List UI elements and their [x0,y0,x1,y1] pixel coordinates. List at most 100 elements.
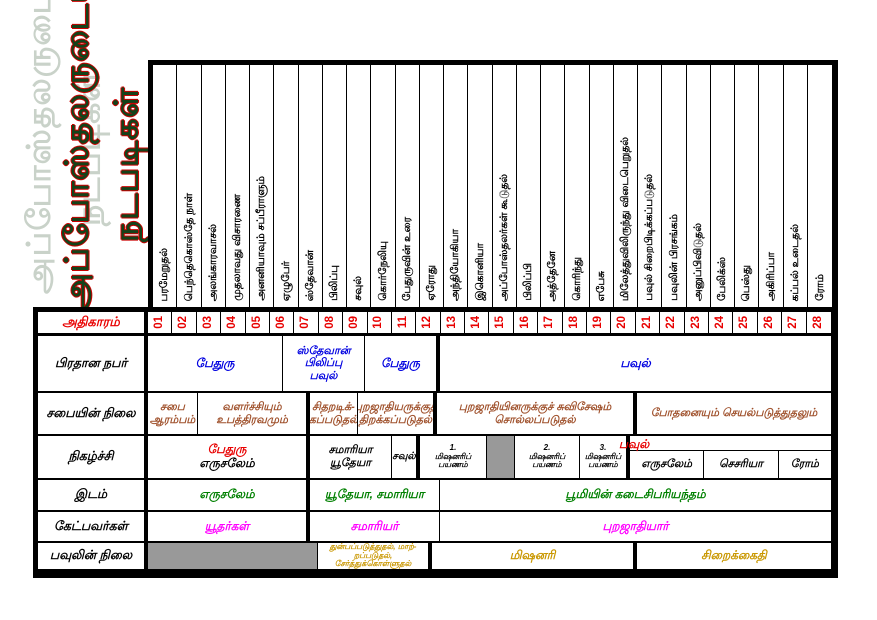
chapter-number: 25 [738,316,751,329]
paul-status-gray-cell [148,543,318,569]
chapter-header-label: ஸ்தேவான் [303,249,316,301]
chapter-header-label: சவுல் [352,276,365,301]
chapter-number-cell: 10 [368,312,392,333]
chapter-number: 03 [201,316,214,329]
chapter-number-cell: 13 [441,312,466,333]
row-label-church-state: சபையின் நிலை [38,393,148,434]
chapter-header-cell: அத்தேனே [541,65,566,307]
event-paul-section: எருசலேம் செசரியா ரோம் [630,436,831,478]
row-church-state: சபையின் நிலை சபை ஆரம்பம் வளர்ச்சியும் உப… [38,393,831,436]
chapter-number: 26 [762,316,775,329]
chapter-header-cell: சவுல் [347,65,372,307]
chapter-number: 15 [494,316,507,329]
chapter-header-box: பரமேறுதல் பெந்தெகொஸ்தே நாள் அலங்காரவாசல்… [148,60,838,307]
chapter-header-label: ரோம் [813,274,826,301]
chapter-header-label: பவுலின் பிரசங்கம் [667,214,680,301]
chapter-number: 11 [396,316,409,329]
chapter-header-cell: பெஸ்து [735,65,760,307]
main-person-paul: பவுல் [620,355,651,370]
main-person-peter-2: பேதுரு [365,336,440,391]
chapter-header-label: மிலேத்துவிலிருந்து விடைபெறுதல் [619,136,632,301]
chapter-header-label: கப்பல் உடைதல் [788,223,801,301]
chapter-number-cell: 19 [587,312,612,333]
chapter-number: 28 [812,316,825,329]
chapter-number-cell: 09 [343,312,368,333]
chapter-header-label: அனுப்பிவிடுதல் [691,222,704,301]
event-place-jerusalem: எருசலேம் [199,456,255,470]
chapter-header-label: ஏழுபேர் [279,260,292,301]
event-missionary-trip-1: 1. மிஷனரிப் பயணம் [420,436,487,478]
chapter-header-grid: பரமேறுதல் பெந்தெகொஸ்தே நாள் அலங்காரவாசல்… [153,65,832,307]
chapter-header-cell: ஸ்தேவான் [299,65,323,307]
event-missionary-trip-3: 3. மிஷனரிப் பயணம் [580,436,630,478]
chapter-number: 04 [226,316,239,329]
chapter-number-cell: 14 [465,312,490,333]
chapter-number-cell: 07 [294,312,319,333]
row-paul-status: பவுலின் நிலை துன்பப்படுத்துதல், மாற்- றப… [38,543,831,569]
chapter-header-cell: எபேசு [590,65,614,307]
row-event: நிகழ்ச்சி பேதுரு எருசலேம் சமாரியா யூதேயா… [38,436,831,480]
chapter-number: 08 [323,316,336,329]
place-ends-of-earth: பூமியின் கடைசிபரியந்தம் [565,487,706,502]
chapter-number: 24 [713,316,726,329]
chapter-header-label: அந்தியோகியா [449,228,462,301]
hearers-jews: யூதர்கள் [148,512,310,541]
chapter-header-label: பெஸ்து [740,264,753,301]
chapter-number: 06 [274,316,287,329]
chapter-number: 16 [518,316,531,329]
row-label-event: நிகழ்ச்சி [38,436,148,478]
chapter-header-label: பிலிப்பு [328,265,341,301]
event-saul: சவுல் [392,436,420,478]
chapter-header-cell: அனனியாவும் சப்பீராளும் [250,65,275,307]
row-hearers: கேட்பவர்கள் யூதர்கள் சமாரியர் புறஜாதியார… [38,512,831,543]
chapter-header-label: கொரிந்து [570,257,583,301]
chapter-number: 13 [445,316,458,329]
row-label-paul-status: பவுலின் நிலை [38,543,148,569]
chapter-number: 07 [299,316,312,329]
chapter-header-label: பேதுருவின் உரை [400,216,413,301]
event-place-caesarea: செசரியா [704,451,779,478]
chapter-header-cell: இகொனியா [468,65,493,307]
event-peter-jerusalem: பேதுரு எருசலேம் [148,436,310,478]
event-place-rome: ரோம் [790,457,819,470]
chapter-number-cell: 12 [416,312,441,333]
row-place: இடம் எருசலேம் யூதேயா, சமாரியா பூமியின் க… [38,480,831,512]
chapter-number: 27 [787,316,800,329]
chapter-header-label: இகொனியா [473,243,486,301]
chapter-number-cell: 21 [636,312,661,333]
chapter-number: 05 [250,316,263,329]
chapter-number-cell: 05 [246,312,270,333]
chapter-header-cell: அனுப்பிவிடுதல் [687,65,711,307]
chapter-header-cell: ரோம் [808,65,832,307]
chapter-header-cell: பெந்தெகொஸ்தே நாள் [177,65,202,307]
chapter-header-cell: பேலிக்ஸ் [711,65,735,307]
chapter-number-row: அதிகாரம் 01 02 03 04 05 06 07 08 [38,312,831,336]
hearers-gentiles: புறஜாதியார் [602,518,669,533]
chapter-number: 23 [689,316,702,329]
paul-status-persecutor-converted: துன்பப்படுத்துதல், மாற்- றப்படுதல், சேர்… [318,543,432,569]
chapter-number-cell: 27 [782,312,807,333]
chapter-number-cell: 26 [758,312,783,333]
chapter-header-cell: பேதுருவின் உரை [396,65,420,307]
chart-body: அதிகாரம் 01 02 03 04 05 06 07 08 [33,307,838,578]
chapter-number-cell: 17 [538,312,563,333]
church-beginning: சபை ஆரம்பம் [148,393,198,434]
church-scattered: சிதறடிக்- கப்படுதல் [310,393,358,434]
chapter-number: 18 [567,316,580,329]
chapter-header-label: கொர்நேலியு [376,241,389,301]
chapter-number: 22 [665,316,678,329]
chapter-header-cell: அந்தியோகியா [444,65,469,307]
chapter-header-label: அப்போஸ்தலர்கள் கூடுதல் [497,173,510,301]
church-opened-to-gentiles: புறஜாதியருக்குத் திறக்கப்படுதல் [358,393,437,434]
chapter-number-cell: 03 [197,312,222,333]
place-jerusalem: எருசலேம் [148,480,310,510]
event-place-jerusalem-2: எருசலேம் [630,451,705,478]
church-teaching: போதனையும் செயல்படுத்துதலும் [650,407,818,420]
chapter-number: 17 [543,316,556,329]
chapter-header-label: அகிரிப்பா [764,252,777,301]
chapter-header-cell: பவுல் சிறைபிடிக்கப்படுதல் [638,65,663,307]
chapter-header-label: முதலாவது விசாரணை [231,194,244,301]
hearers-samaritans: சமாரியர் [310,512,440,541]
chapter-header-cell: அகிரிப்பா [759,65,784,307]
main-person-stephen-philip-paul: ஸ்தேவான் பிலிப்பு பவுல் [283,336,365,391]
